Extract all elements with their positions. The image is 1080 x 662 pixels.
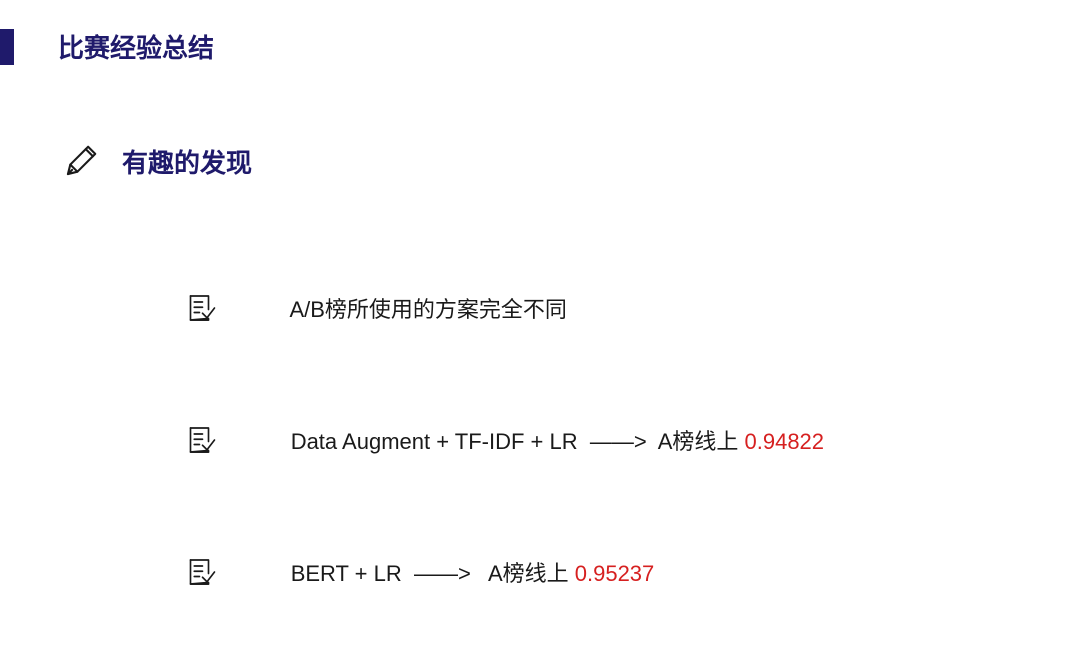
- section-header: 有趣的发现: [62, 142, 252, 180]
- item-highlight: 0.95237: [575, 561, 655, 586]
- item-prefix: A/B榜所使用的方案完全不同: [289, 297, 566, 322]
- item-text: BERT + LR ——> A榜线上 0.95237: [254, 530, 654, 614]
- pen-icon: [62, 142, 100, 180]
- page-title: 比赛经验总结: [58, 28, 214, 65]
- item-prefix: BERT + LR ——> A榜线上: [291, 561, 575, 586]
- list-item: A/B榜所使用的方案完全不同: [186, 266, 824, 350]
- document-check-icon: [186, 557, 216, 587]
- item-highlight: 0.94822: [745, 429, 825, 454]
- list-item: BERT + LR ——> A榜线上 0.95237: [186, 530, 824, 614]
- item-prefix: Data Augment + TF-IDF + LR ——> A榜线上: [291, 429, 745, 454]
- item-text: Data Augment + TF-IDF + LR ——> A榜线上 0.94…: [254, 398, 824, 482]
- item-list: A/B榜所使用的方案完全不同 Data Augment + TF-IDF + L…: [186, 266, 824, 662]
- header-accent-bar: [0, 29, 14, 65]
- document-check-icon: [186, 293, 216, 323]
- slide-header: 比赛经验总结: [0, 28, 214, 65]
- document-check-icon: [186, 425, 216, 455]
- item-text: A/B榜所使用的方案完全不同: [254, 266, 567, 350]
- section-title: 有趣的发现: [122, 143, 252, 180]
- list-item: Data Augment + TF-IDF + LR ——> A榜线上 0.94…: [186, 398, 824, 482]
